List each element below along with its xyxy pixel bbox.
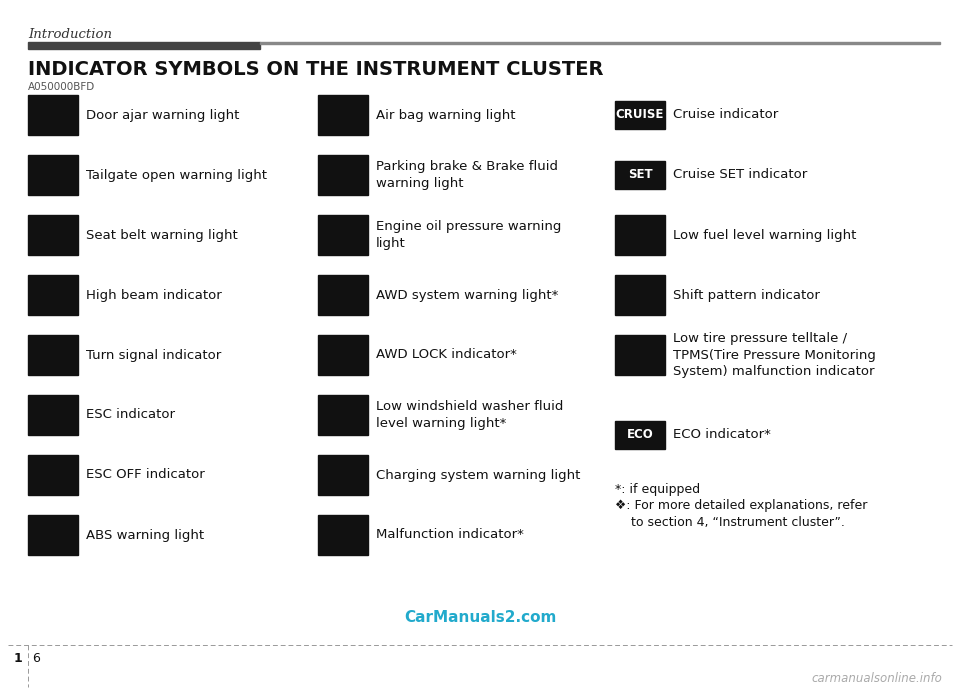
- Bar: [28, 335, 78, 375]
- Text: INDICATOR SYMBOLS ON THE INSTRUMENT CLUSTER: INDICATOR SYMBOLS ON THE INSTRUMENT CLUS…: [28, 60, 604, 79]
- Text: carmanualsonline.info: carmanualsonline.info: [811, 672, 942, 685]
- Text: ESC OFF indicator: ESC OFF indicator: [86, 469, 204, 482]
- Bar: [28, 395, 78, 435]
- Bar: [318, 215, 368, 255]
- Bar: [28, 455, 78, 495]
- Text: Engine oil pressure warning
light: Engine oil pressure warning light: [376, 220, 562, 249]
- Bar: [615, 161, 665, 189]
- Text: Charging system warning light: Charging system warning light: [376, 469, 581, 482]
- Text: ESC indicator: ESC indicator: [86, 409, 175, 422]
- Bar: [615, 275, 665, 315]
- Text: Parking brake & Brake fluid
warning light: Parking brake & Brake fluid warning ligh…: [376, 161, 558, 189]
- Bar: [318, 155, 368, 195]
- Text: 1: 1: [14, 652, 23, 665]
- Bar: [318, 335, 368, 375]
- Bar: [28, 155, 78, 195]
- Text: AWD LOCK indicator*: AWD LOCK indicator*: [376, 349, 516, 362]
- Bar: [260, 42, 940, 44]
- Bar: [318, 275, 368, 315]
- Text: Seat belt warning light: Seat belt warning light: [86, 229, 238, 242]
- Bar: [318, 95, 368, 135]
- Text: High beam indicator: High beam indicator: [86, 289, 222, 302]
- Text: 6: 6: [32, 652, 40, 665]
- Text: CRUISE: CRUISE: [615, 108, 664, 121]
- Text: Low windshield washer fluid
level warning light*: Low windshield washer fluid level warnin…: [376, 400, 564, 430]
- Text: *: if equipped: *: if equipped: [615, 483, 700, 496]
- Text: ABS warning light: ABS warning light: [86, 528, 204, 542]
- Text: Low tire pressure telltale /
TPMS(Tire Pressure Monitoring
System) malfunction i: Low tire pressure telltale / TPMS(Tire P…: [673, 332, 876, 378]
- Bar: [28, 515, 78, 555]
- Bar: [615, 421, 665, 449]
- Text: Turn signal indicator: Turn signal indicator: [86, 349, 221, 362]
- Text: CarManuals2.com: CarManuals2.com: [404, 610, 556, 625]
- Bar: [318, 395, 368, 435]
- Text: AWD system warning light*: AWD system warning light*: [376, 289, 559, 302]
- Bar: [615, 101, 665, 129]
- Text: SET: SET: [628, 169, 652, 181]
- Text: ECO: ECO: [627, 429, 654, 442]
- Bar: [28, 215, 78, 255]
- Text: ❖: For more detailed explanations, refer
    to section 4, “Instrument cluster”.: ❖: For more detailed explanations, refer…: [615, 499, 868, 529]
- Bar: [615, 215, 665, 255]
- Text: Introduction: Introduction: [28, 28, 112, 41]
- Text: Shift pattern indicator: Shift pattern indicator: [673, 289, 820, 302]
- Text: A050000BFD: A050000BFD: [28, 82, 95, 92]
- Text: Cruise SET indicator: Cruise SET indicator: [673, 169, 807, 181]
- Bar: [318, 455, 368, 495]
- Text: Door ajar warning light: Door ajar warning light: [86, 108, 239, 121]
- Bar: [615, 335, 665, 375]
- Bar: [318, 515, 368, 555]
- Text: ECO indicator*: ECO indicator*: [673, 429, 771, 442]
- Bar: [28, 95, 78, 135]
- Text: Low fuel level warning light: Low fuel level warning light: [673, 229, 856, 242]
- Text: Tailgate open warning light: Tailgate open warning light: [86, 169, 267, 181]
- Text: Cruise indicator: Cruise indicator: [673, 108, 779, 121]
- Text: Air bag warning light: Air bag warning light: [376, 108, 516, 121]
- Bar: [28, 42, 260, 49]
- Bar: [28, 275, 78, 315]
- Text: Malfunction indicator*: Malfunction indicator*: [376, 528, 524, 542]
